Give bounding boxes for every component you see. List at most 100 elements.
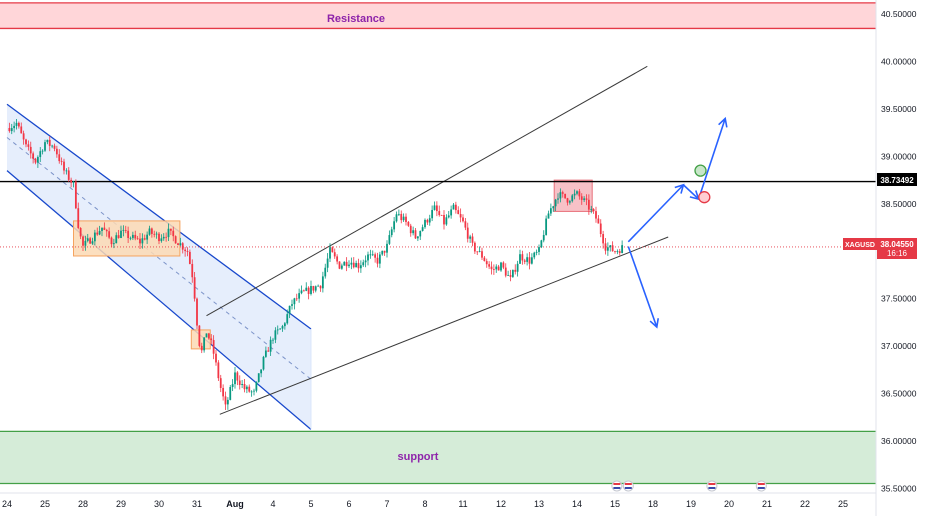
candle bbox=[424, 218, 426, 229]
candle-body bbox=[305, 287, 308, 291]
candle-body bbox=[22, 133, 25, 140]
candle bbox=[618, 248, 621, 256]
candle bbox=[564, 193, 567, 199]
projection-arrow-pullback-shaft bbox=[682, 184, 700, 200]
candle-body bbox=[188, 251, 191, 264]
candle-body bbox=[122, 230, 125, 231]
candle bbox=[70, 177, 73, 188]
candle bbox=[13, 121, 16, 133]
candle bbox=[302, 289, 305, 292]
svg-text:XAGUSD: XAGUSD bbox=[845, 242, 875, 249]
candle-body bbox=[177, 243, 179, 246]
candle bbox=[131, 231, 134, 240]
candle-body bbox=[390, 229, 393, 236]
candle-body bbox=[462, 217, 464, 222]
candle bbox=[326, 253, 329, 273]
candle bbox=[55, 145, 58, 158]
candle-body bbox=[561, 192, 564, 194]
candle bbox=[141, 233, 144, 249]
candle-body bbox=[46, 139, 49, 143]
candle-body bbox=[205, 333, 208, 338]
candle bbox=[186, 247, 189, 257]
candle-body bbox=[253, 390, 255, 392]
candle-body bbox=[485, 261, 488, 265]
candle bbox=[438, 205, 441, 217]
candle-body bbox=[34, 158, 37, 163]
candle-body bbox=[433, 205, 436, 210]
candle-body bbox=[438, 211, 441, 216]
candle bbox=[535, 249, 538, 256]
candle bbox=[184, 247, 187, 257]
candle bbox=[371, 250, 374, 257]
candle-body bbox=[112, 243, 115, 245]
candle-body bbox=[96, 232, 99, 235]
candle-body bbox=[98, 230, 101, 235]
candle bbox=[383, 250, 386, 256]
candle-body bbox=[393, 221, 396, 230]
candle bbox=[79, 227, 82, 240]
candle-body bbox=[419, 230, 422, 237]
candle bbox=[609, 244, 612, 252]
candle bbox=[276, 325, 279, 335]
candle-body bbox=[74, 181, 77, 209]
candle bbox=[542, 230, 545, 243]
candle bbox=[288, 305, 291, 319]
candle bbox=[447, 210, 450, 219]
candle bbox=[597, 215, 600, 224]
candle bbox=[559, 188, 562, 203]
candle bbox=[264, 346, 267, 358]
candle-body bbox=[602, 234, 605, 244]
candle bbox=[511, 269, 514, 278]
candle bbox=[331, 246, 334, 253]
candle-body bbox=[127, 230, 130, 238]
candle-body bbox=[217, 362, 220, 379]
candle-body bbox=[559, 192, 562, 199]
candle bbox=[592, 208, 595, 214]
candle-body bbox=[150, 228, 153, 234]
candle bbox=[483, 255, 486, 262]
candle-body bbox=[41, 150, 44, 152]
candle bbox=[400, 210, 403, 224]
candle bbox=[86, 233, 89, 243]
candle bbox=[614, 250, 616, 254]
candle-body bbox=[245, 386, 248, 390]
candle bbox=[179, 237, 182, 247]
candle-body bbox=[248, 386, 251, 392]
candle-body bbox=[89, 238, 92, 244]
candle bbox=[188, 249, 191, 265]
candle-body bbox=[317, 285, 320, 287]
candle bbox=[576, 190, 578, 196]
candle bbox=[300, 285, 303, 295]
candle bbox=[523, 258, 526, 265]
candle bbox=[222, 384, 225, 401]
candle bbox=[74, 179, 77, 210]
y-tick-label: 35.50000 bbox=[881, 483, 917, 493]
candle-body bbox=[103, 227, 106, 230]
candle bbox=[388, 230, 391, 246]
candle-body bbox=[609, 245, 612, 248]
candle bbox=[110, 236, 113, 248]
candle bbox=[98, 225, 101, 236]
candle-body bbox=[129, 237, 132, 239]
candle-body bbox=[386, 243, 388, 253]
candle-body bbox=[120, 230, 122, 238]
candle bbox=[355, 260, 358, 268]
candle-body bbox=[606, 247, 609, 251]
candle-body bbox=[302, 290, 305, 292]
x-tick-label: 4 bbox=[270, 499, 275, 509]
candle bbox=[60, 157, 63, 166]
candle-body bbox=[538, 247, 540, 252]
candle-body bbox=[198, 325, 201, 346]
candle bbox=[255, 381, 258, 393]
candle-body bbox=[450, 209, 453, 216]
x-tick-label: 31 bbox=[192, 499, 202, 509]
candle-body bbox=[459, 214, 462, 218]
candle-body bbox=[402, 216, 405, 221]
candle bbox=[172, 226, 175, 242]
candle-body bbox=[167, 228, 170, 238]
candle-body bbox=[519, 254, 521, 264]
candle-body bbox=[381, 250, 384, 255]
candle bbox=[462, 214, 464, 223]
